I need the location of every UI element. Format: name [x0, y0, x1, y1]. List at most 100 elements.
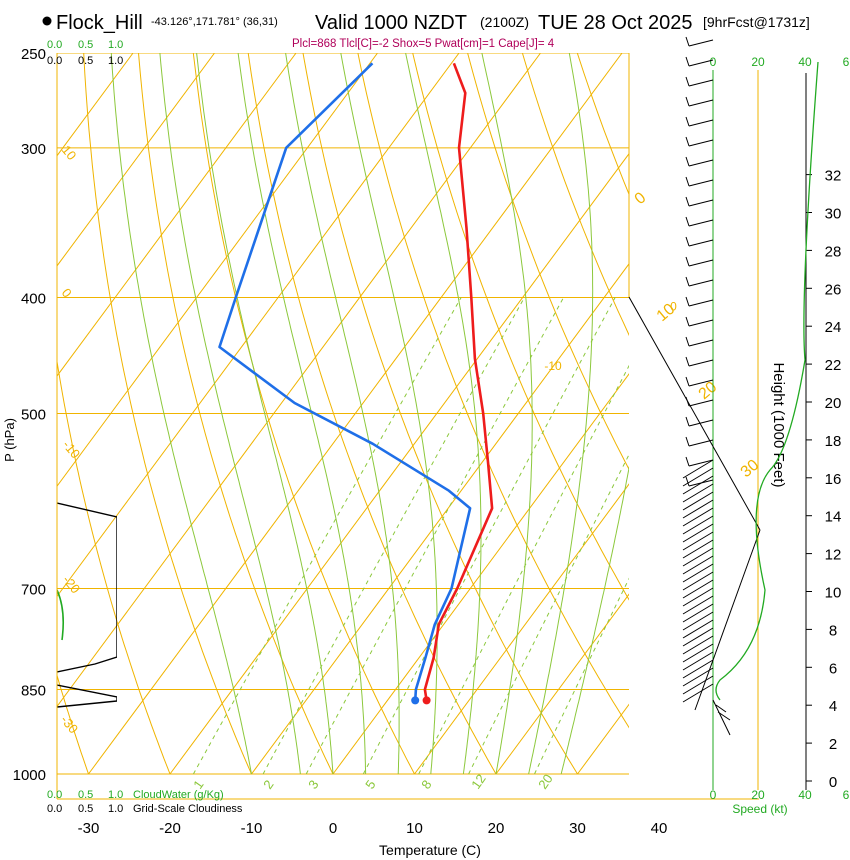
- wind-barb: [688, 59, 714, 67]
- wind-barb: [688, 119, 714, 127]
- sounding-parameters: Plcl=868 Tlcl[C]=-2 Shox=5 Pwat[cm]=1 Ca…: [292, 38, 555, 50]
- isotherm-line: [251, 263, 629, 775]
- wind-barb: [688, 179, 714, 187]
- wind-barb: [688, 359, 714, 367]
- wind-barb: [682, 539, 714, 559]
- moist-adiabat-line: [528, 53, 594, 775]
- height-tick-label: 30: [825, 206, 842, 223]
- station-name: Flock_Hill: [56, 12, 143, 34]
- wind-barb-flag: [685, 96, 690, 107]
- dewpoint-line: [218, 62, 472, 701]
- cloudwater-line: [57, 589, 64, 641]
- dry-adiabat-line: [138, 53, 334, 775]
- wind-barb: [688, 199, 714, 207]
- wind-barb: [682, 651, 714, 671]
- isotherm-line: [57, 53, 297, 377]
- height-tick-label: 14: [825, 509, 842, 526]
- wind-barb: [682, 667, 714, 687]
- speed-tick-top: 20: [751, 55, 765, 69]
- wind-barb: [682, 579, 714, 599]
- wind-barb-flag: [685, 216, 690, 227]
- wind-barb-flag: [685, 456, 690, 467]
- dry-adiabat-line: [467, 53, 629, 471]
- bottom-cloudwater-tick: 0.5: [78, 789, 93, 801]
- pressure-tick-label: 850: [21, 682, 46, 699]
- speed-tick-top: 6: [843, 55, 850, 69]
- temperature-tick-label: 40: [651, 820, 668, 837]
- wind-barb: [688, 159, 714, 167]
- wind-barb-flag: [685, 356, 690, 367]
- dry-adiabat-line: [57, 358, 171, 775]
- header-bullet-icon: [42, 16, 52, 26]
- wind-barb: [688, 299, 714, 307]
- valid-date: TUE 28 Oct 2025: [538, 12, 693, 34]
- wind-barb: [688, 239, 714, 247]
- mixing-ratio-line: [305, 297, 565, 775]
- speed-label: Speed (kt): [732, 802, 787, 816]
- temperature-tick-label: -20: [159, 820, 181, 837]
- wind-barb: [688, 319, 714, 327]
- wind-barb-flag: [685, 196, 690, 207]
- wind-barb: [688, 139, 714, 147]
- top-cloudwater-tick: 1.0: [108, 39, 123, 51]
- wind-speed-trace: [715, 61, 819, 701]
- isotherm-label: 0: [670, 299, 677, 313]
- speed-tick-bottom: 40: [798, 788, 812, 802]
- moist-adiabat-line: [405, 53, 482, 775]
- wind-barb: [682, 571, 714, 591]
- moist-adiabat-line: [159, 53, 301, 775]
- y-axis-label: P (hPa): [2, 418, 17, 462]
- pressure-tick-label: 1000: [13, 767, 46, 784]
- height-tick-label: 26: [825, 281, 842, 298]
- mixing-ratio-line: [418, 364, 629, 775]
- wind-barb-flag: [685, 116, 690, 127]
- wind-barb-flag: [685, 296, 690, 307]
- dewpoint-surface-point: [411, 696, 420, 705]
- temperature-tick-label: -30: [78, 820, 100, 837]
- dry-adiabat-line: [57, 673, 89, 775]
- wind-barb: [682, 603, 714, 623]
- temperature-tick-label: 20: [488, 820, 505, 837]
- cloudiness-line: [57, 502, 117, 673]
- wind-barb-flag: [685, 276, 690, 287]
- wind-barb: [682, 547, 714, 567]
- temperature-surface-point: [422, 696, 431, 705]
- top-cloudwater-tick: 0.5: [78, 39, 93, 51]
- wind-barb: [688, 379, 714, 387]
- height-tick-label: 28: [825, 243, 842, 260]
- isotherm-line: [57, 53, 460, 598]
- height-tick-label: 6: [829, 660, 837, 677]
- height-tick-label: 24: [825, 319, 842, 336]
- height-tick-label: 32: [825, 168, 842, 185]
- bottom-cloudiness-tick: 0.0: [47, 803, 62, 815]
- pressure-tick-label: 700: [21, 581, 46, 598]
- moist-adiabat-line: [340, 53, 438, 775]
- isotherm-line: [332, 373, 629, 775]
- isotherm-line: [169, 152, 629, 775]
- bottom-cloudiness-tick: 0.5: [78, 803, 93, 815]
- wind-barb: [682, 635, 714, 655]
- wind-barb: [682, 619, 714, 639]
- wind-barb: [682, 659, 714, 679]
- cloudwater-label: CloudWater (g/Kg): [133, 789, 224, 801]
- wind-barb: [688, 219, 714, 227]
- height-tick-label: 22: [825, 357, 842, 374]
- wind-barb: [682, 491, 714, 511]
- wind-barb: [688, 279, 714, 287]
- height-tick-label: 20: [825, 395, 842, 412]
- speed-tick-top: 0: [710, 55, 717, 69]
- wind-barb-flag: [685, 36, 690, 47]
- x-axis-label: Temperature (C): [379, 842, 481, 858]
- top-cloudiness-tick: 1.0: [108, 55, 123, 67]
- wind-barb: [688, 419, 714, 427]
- height-tick-label: 10: [825, 585, 842, 602]
- valid-utc: (2100Z): [480, 14, 529, 30]
- speed-tick-bottom: 0: [710, 788, 717, 802]
- wind-barb: [682, 523, 714, 543]
- wind-barb-flag: [685, 76, 690, 87]
- cloudiness-line: [57, 684, 117, 708]
- moist-adiabat-line: [237, 53, 367, 774]
- profile-series: [218, 62, 494, 705]
- dry-adiabat-line: [247, 53, 497, 775]
